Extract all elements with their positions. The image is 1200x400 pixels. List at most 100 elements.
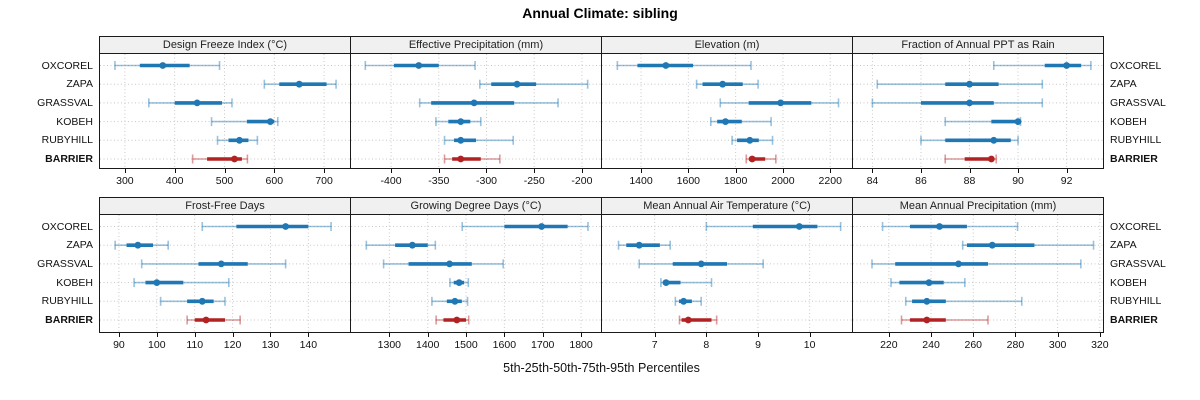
- percentile-whisker: [148, 98, 233, 108]
- median-dot: [538, 223, 545, 230]
- percentile-whisker: [944, 154, 998, 164]
- percentile-whisker: [660, 278, 713, 288]
- tick-mark: [641, 169, 643, 173]
- panel-header: Growing Degree Days (°C): [351, 198, 601, 215]
- median-dot: [470, 99, 478, 107]
- median-dot: [134, 241, 142, 249]
- tick-label: 1400: [415, 339, 440, 351]
- tick-label: 92: [1060, 175, 1073, 187]
- percentile-whisker: [210, 117, 279, 127]
- tick-label: 280: [1006, 339, 1025, 351]
- tick-mark: [391, 169, 393, 173]
- percentile-whisker: [461, 222, 589, 231]
- tick-mark: [486, 169, 488, 173]
- tick-label: 8: [703, 339, 710, 351]
- station-label: BARRIER: [45, 153, 93, 165]
- tick-label: 220: [880, 339, 898, 351]
- percentile-whisker: [871, 259, 1082, 269]
- tick-mark: [389, 333, 391, 337]
- station-label: ZAPA: [66, 239, 93, 252]
- median-dot: [697, 260, 705, 268]
- median-dot: [457, 136, 465, 144]
- tick-label: 1500: [454, 339, 478, 351]
- tick-label: -350: [428, 175, 450, 187]
- tick-mark: [194, 333, 196, 337]
- tick-mark: [270, 333, 272, 337]
- tick-label: 600: [265, 175, 284, 187]
- percentile-whisker: [443, 135, 515, 145]
- tick-label: -400: [380, 175, 402, 187]
- tick-mark: [1057, 333, 1059, 337]
- percentile-whisker: [705, 222, 842, 231]
- median-dot: [295, 80, 303, 88]
- tick-mark: [274, 169, 276, 173]
- tick-mark: [757, 333, 759, 337]
- percentile-whisker: [133, 278, 230, 288]
- tick-mark: [1015, 333, 1017, 337]
- median-dot: [236, 136, 243, 144]
- panel: Effective Precipitation (mm): [350, 36, 602, 169]
- tick-mark: [581, 333, 583, 337]
- tick-mark: [224, 169, 226, 173]
- percentile-whisker: [431, 296, 469, 306]
- tick-mark: [1066, 169, 1068, 173]
- tick-mark: [504, 333, 506, 337]
- tick-label: 700: [315, 175, 333, 187]
- median-dot: [662, 62, 670, 69]
- station-label: GRASSVAL: [1110, 257, 1166, 270]
- tick-label: 100: [148, 339, 166, 351]
- tick-label: 300: [1048, 339, 1067, 351]
- tick-mark: [534, 169, 536, 173]
- tick-label: 320: [1091, 339, 1109, 351]
- median-dot: [966, 80, 973, 88]
- median-dot: [159, 62, 167, 69]
- tick-mark: [324, 169, 326, 173]
- tick-mark: [969, 169, 971, 173]
- tick-mark: [466, 333, 468, 337]
- median-dot: [795, 223, 803, 230]
- panel-plot: [100, 54, 350, 168]
- tick-label: 110: [186, 339, 204, 351]
- tick-label: 130: [261, 339, 280, 351]
- station-label: BARRIER: [1110, 314, 1158, 326]
- tick-mark: [581, 169, 583, 173]
- tick-mark: [1099, 333, 1101, 337]
- percentile-whisker: [216, 135, 259, 145]
- median-dot: [680, 297, 688, 305]
- tick-label: 9: [755, 339, 761, 351]
- panel-plot: [351, 215, 601, 332]
- median-dot: [455, 279, 463, 286]
- median-dot: [415, 62, 423, 69]
- station-label: OXCOREL: [41, 59, 93, 72]
- percentile-whisker: [365, 240, 437, 250]
- tick-label: -300: [475, 175, 497, 187]
- panel: Design Freeze Index (°C): [99, 36, 351, 169]
- panel-plot: [351, 54, 601, 168]
- tick-label: 260: [964, 339, 983, 351]
- panel: Mean Annual Precipitation (mm): [852, 197, 1104, 333]
- median-dot: [1063, 62, 1070, 69]
- median-dot: [231, 155, 238, 163]
- tick-label: 2000: [771, 175, 795, 187]
- tick-label: 300: [116, 175, 134, 187]
- percentile-whisker: [435, 315, 470, 325]
- median-dot: [923, 297, 931, 305]
- station-label: KOBEH: [1110, 115, 1147, 128]
- tick-mark: [735, 169, 737, 173]
- percentile-whisker: [900, 315, 989, 325]
- median-dot: [748, 155, 756, 163]
- tick-label: 120: [223, 339, 242, 351]
- median-dot: [193, 99, 201, 107]
- station-label: RUBYHILL: [1110, 295, 1162, 308]
- median-dot: [684, 316, 692, 324]
- tick-label: -250: [523, 175, 545, 187]
- tick-label: 1800: [723, 175, 748, 187]
- panel: Fraction of Annual PPT as Rain: [852, 36, 1104, 169]
- median-dot: [635, 241, 643, 249]
- percentile-whisker: [920, 135, 1019, 145]
- panel-header: Design Freeze Index (°C): [100, 37, 350, 54]
- median-dot: [936, 223, 943, 230]
- percentile-whisker: [186, 315, 241, 325]
- percentile-whisker: [114, 240, 169, 250]
